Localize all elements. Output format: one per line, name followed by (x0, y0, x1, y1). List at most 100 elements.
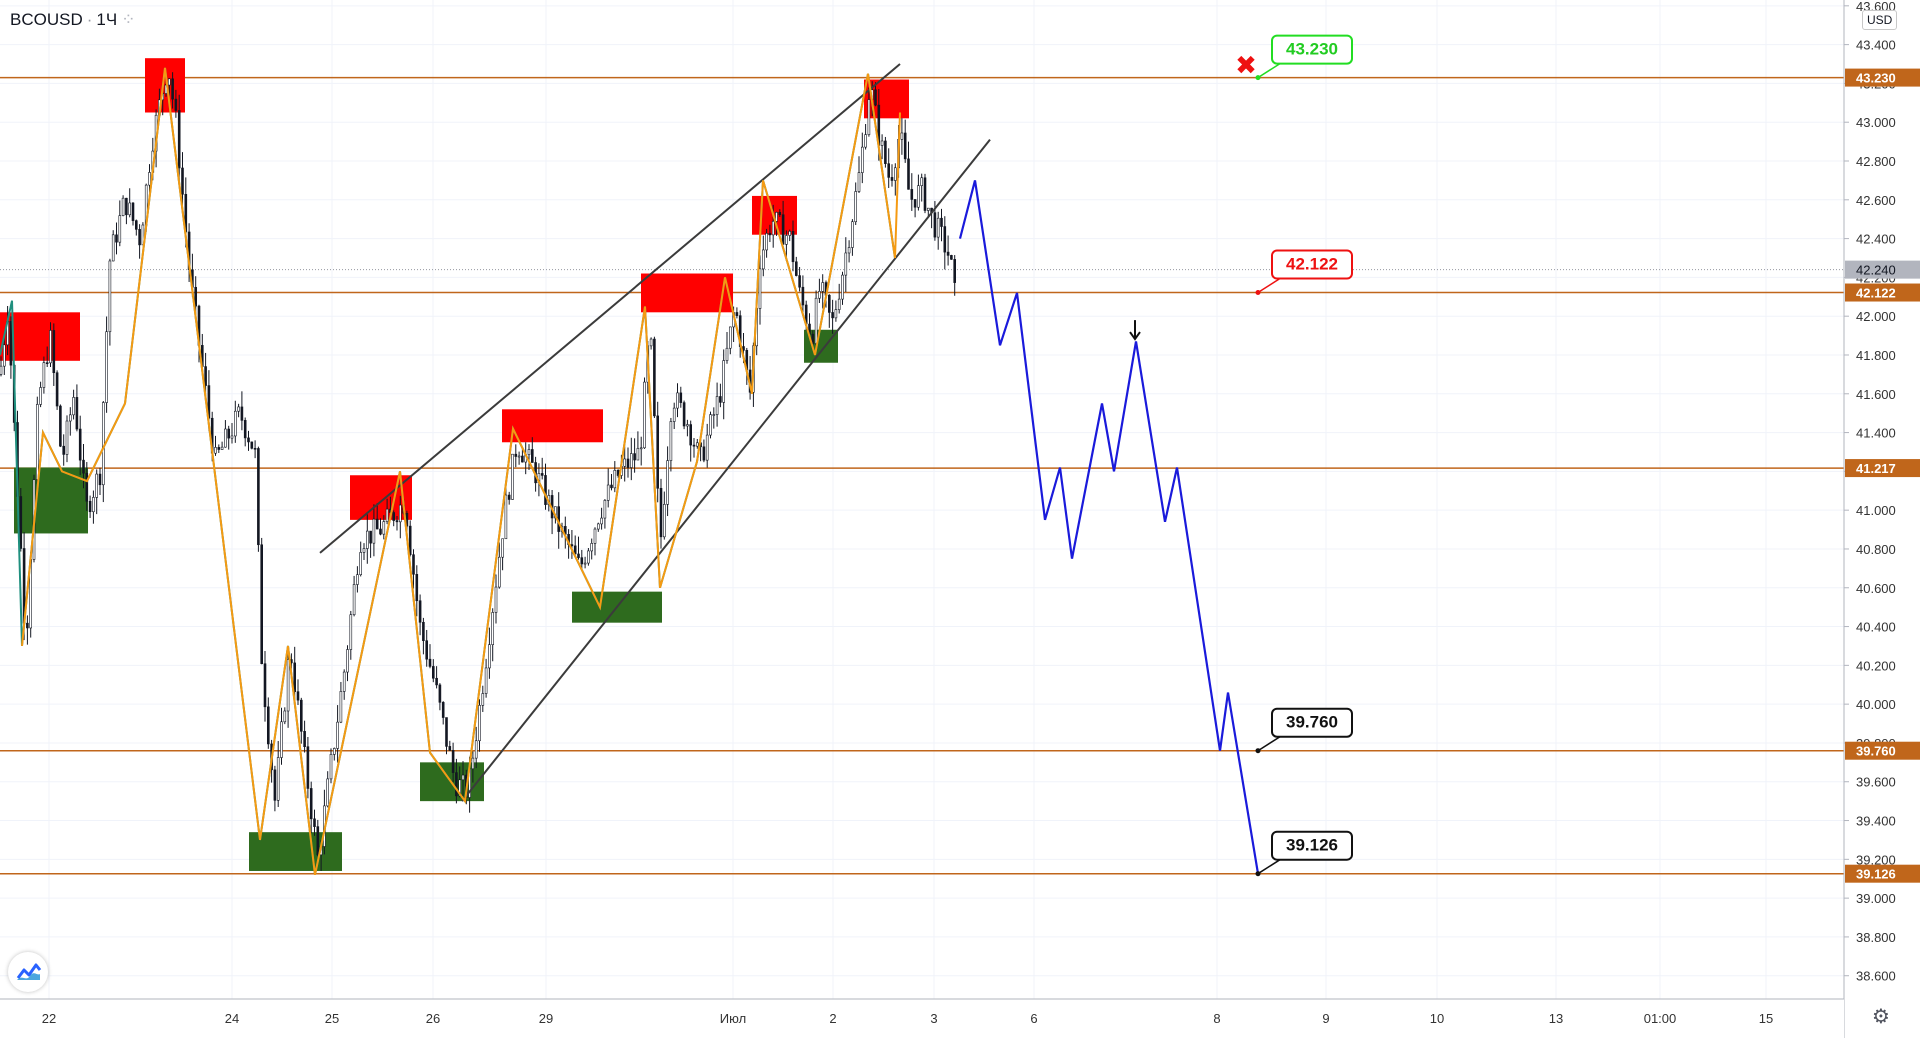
candle-body (610, 484, 613, 489)
callout-box (1271, 830, 1353, 861)
candle-body (841, 274, 844, 300)
level-price-label: 41.217 (1856, 461, 1896, 476)
candle-body (801, 286, 805, 306)
candle-body (365, 530, 369, 549)
price-tick-label: 39.600 (1856, 775, 1896, 790)
time-axis-background (0, 999, 1844, 1038)
candle-body (234, 410, 237, 437)
wedge-line (319, 63, 901, 554)
candle-body (917, 185, 920, 208)
candle-body (867, 99, 871, 135)
currency-badge[interactable]: USD (1862, 10, 1898, 30)
candle-body (603, 500, 607, 519)
candle-body (105, 331, 108, 403)
time-tick-label: 24 (225, 1011, 239, 1026)
supply-zone (641, 273, 733, 313)
callout-box (1271, 249, 1353, 280)
invalidation-cross-icon: ✖ (1235, 51, 1257, 81)
candle-body (438, 684, 442, 703)
candle-body (329, 754, 333, 780)
candle-body (758, 268, 762, 309)
candle-body (712, 414, 716, 416)
candle-body (339, 691, 343, 723)
time-tick-label: 26 (426, 1011, 440, 1026)
candle-body (309, 788, 313, 820)
symbol-title[interactable]: BCOUSD · 1Ч ⁘ (10, 10, 135, 30)
candle-body (342, 671, 346, 692)
candle-body (844, 252, 848, 276)
price-tick-label: 38.600 (1856, 969, 1896, 984)
candle-body (346, 649, 349, 673)
candle-body (643, 381, 646, 449)
candle-body (481, 693, 485, 706)
candle-body (35, 404, 39, 480)
candle-body (276, 757, 280, 801)
time-axis[interactable]: 22 24 25 26 29 Июл 2 3 6 8 9 10 13 01:00 15 (0, 998, 1844, 1038)
candle-body (633, 453, 636, 461)
tradingview-logo-icon[interactable] (8, 952, 48, 992)
callout-anchor-dot (1255, 75, 1261, 81)
candle-body (65, 420, 69, 455)
price-tick-label: 40.600 (1856, 581, 1896, 596)
candle-body (771, 221, 775, 236)
candle-body (230, 435, 234, 439)
callout-label: 39.760 (1286, 713, 1338, 732)
candle-body (501, 538, 504, 558)
candle-body (613, 470, 617, 489)
candle-body (98, 473, 102, 486)
candle-body (408, 525, 412, 555)
candle-body (128, 202, 131, 216)
candle-body (580, 557, 584, 565)
candle-body (455, 772, 458, 797)
candle-body (679, 392, 683, 403)
candle-body (907, 158, 910, 190)
candle-body (926, 207, 930, 211)
price-axis[interactable]: 38.60038.80039.00039.20039.40039.60039.8… (1843, 0, 1920, 1038)
price-tick-label: 42.400 (1856, 232, 1896, 247)
zigzag-orange-line (21, 67, 901, 876)
wedge-line (461, 139, 991, 802)
candle-body (379, 528, 382, 535)
candle-body (19, 496, 23, 549)
time-tick-label: 3 (930, 1011, 937, 1026)
candle-body (177, 110, 181, 169)
candle-body (517, 455, 521, 458)
price-tick-label: 41.400 (1856, 426, 1896, 441)
level-price-tag (1845, 741, 1920, 760)
callout-pointer (1257, 736, 1281, 752)
candle-body (125, 197, 128, 216)
candle-body (382, 521, 386, 535)
candle-body (573, 545, 577, 555)
callout-anchor-dot (1255, 871, 1261, 877)
candle-body (250, 441, 254, 449)
candle-body (59, 405, 62, 447)
candle-body (62, 445, 66, 455)
candle-body (85, 472, 89, 502)
candle-body (273, 769, 277, 801)
candle-body (778, 212, 782, 216)
candle-body (857, 172, 861, 192)
candle-body (884, 140, 887, 164)
candle-body (220, 446, 224, 450)
candle-body (356, 574, 359, 585)
candle-body (55, 372, 59, 407)
candle-body (669, 421, 673, 461)
price-tick-label: 40.200 (1856, 658, 1896, 673)
candle-body (811, 333, 815, 344)
candle-body (369, 530, 372, 544)
title-settings-icon[interactable]: ⁘ (121, 10, 136, 29)
candle-body (42, 362, 46, 388)
candle-body (831, 312, 834, 319)
candle-body (672, 407, 676, 422)
candle-body (461, 774, 465, 781)
down-arrow-icon (1129, 320, 1141, 341)
candle-body (834, 309, 838, 319)
time-tick-label: 29 (539, 1011, 553, 1026)
chart-settings-gear-icon[interactable]: ⚙ (1872, 1006, 1890, 1028)
candle-body (441, 702, 445, 718)
callout-box (1271, 34, 1353, 65)
demand-zone (249, 832, 342, 871)
candle-body (431, 666, 435, 679)
candle-body (121, 197, 125, 216)
